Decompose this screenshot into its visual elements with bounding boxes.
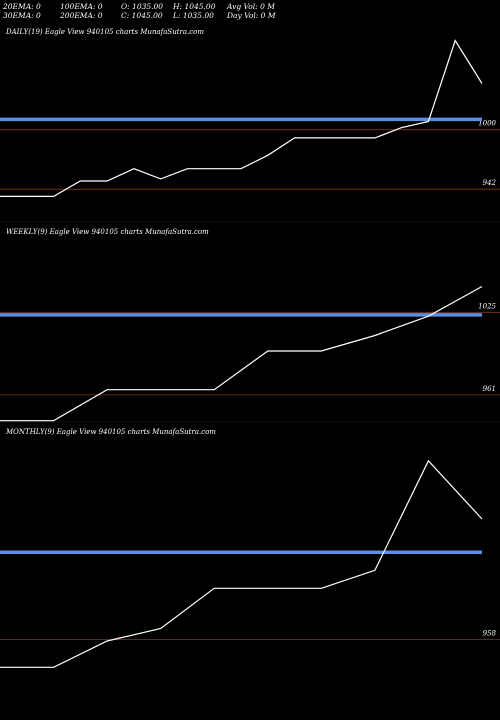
close-readout: C: 1045.00 xyxy=(121,11,163,20)
header-row-2: 30EMA: 0 200EMA: 0 C: 1045.00 L: 1035.00… xyxy=(3,11,500,21)
weekly-tick-label: 1025 xyxy=(478,302,496,310)
monthly-panel-title: MONTHLY(9) Eagle View 940105 charts Muna… xyxy=(5,428,216,436)
monthly-price-line xyxy=(0,459,483,668)
header-row-1: 20EMA: 0 100EMA: 0 O: 1035.00 H: 1045.00… xyxy=(3,2,500,12)
high-readout: H: 1045.00 xyxy=(173,2,216,11)
daily-tick-label: 1000 xyxy=(478,120,496,128)
chart-header: 20EMA: 0 100EMA: 0 O: 1035.00 H: 1045.00… xyxy=(0,0,500,22)
avg-vol-readout: Avg Vol: 0 M xyxy=(227,2,275,11)
ema100-readout: 100EMA: 0 xyxy=(60,2,103,11)
low-readout: L: 1035.00 xyxy=(173,11,214,20)
weekly-tick-label: 961 xyxy=(483,385,496,393)
ema30-readout: 30EMA: 0 xyxy=(3,11,41,20)
ema20-readout: 20EMA: 0 xyxy=(3,2,41,11)
open-readout: O: 1035.00 xyxy=(121,2,164,11)
day-vol-readout: Day Vol: 0 M xyxy=(227,11,276,20)
daily-panel-title: DAILY(19) Eagle View 940105 charts Munaf… xyxy=(5,28,204,36)
weekly-price-line xyxy=(0,285,483,422)
ema200-readout: 200EMA: 0 xyxy=(60,11,103,20)
monthly-tick-label: 958 xyxy=(483,630,497,638)
weekly-panel-title: WEEKLY(9) Eagle View 940105 charts Munaf… xyxy=(6,228,209,236)
daily-tick-label: 942 xyxy=(483,179,497,187)
daily-price-line xyxy=(0,39,483,197)
